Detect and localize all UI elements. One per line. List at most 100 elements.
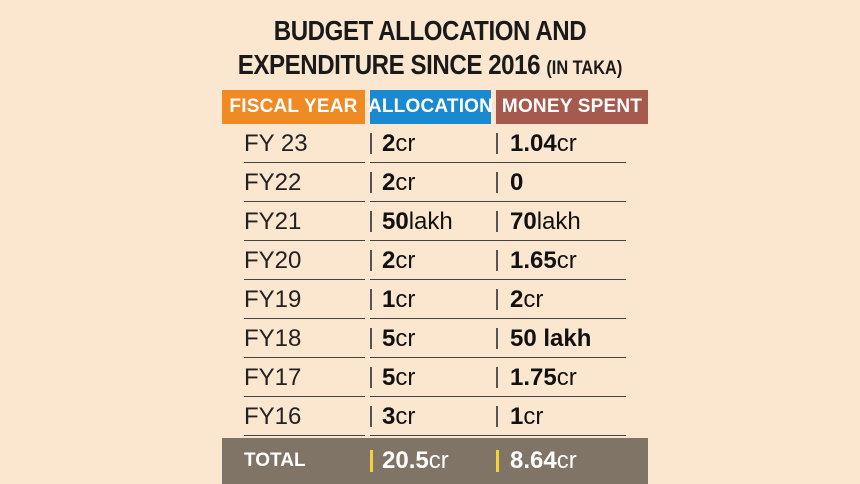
row-fiscal-year: FY20 <box>244 246 302 274</box>
row-money-spent: 1.75 cr <box>496 358 648 397</box>
row-fiscal-year: FY18 <box>244 324 302 352</box>
row-money-spent: 2 cr <box>496 280 648 319</box>
row-divider <box>244 435 365 436</box>
header-fiscal-year: FISCAL YEAR <box>222 90 365 124</box>
allocation-value: 2 <box>382 129 396 157</box>
row-divider <box>244 162 365 163</box>
total-label: TOTAL <box>244 450 306 471</box>
row-money-spent: 1.04 cr <box>496 124 648 163</box>
spent-value: 0 <box>510 168 524 196</box>
table-body: FY 23 2 cr 1.04 cr FY22 2 cr 0 FY21 50 lakh 70 lakh… <box>222 124 648 436</box>
allocation-value: 5 <box>382 363 396 391</box>
row-divider <box>496 162 626 163</box>
row-divider <box>370 279 496 280</box>
row-fiscal-year: FY21 <box>244 207 302 235</box>
row-divider <box>370 240 496 241</box>
table-row: FY21 50 lakh 70 lakh <box>222 202 648 241</box>
header-allocation: ALLOCATION <box>368 90 493 124</box>
table-row: FY20 2 cr 1.65 cr <box>222 241 648 280</box>
total-allocation: 20.5 cr <box>370 438 496 484</box>
table-row: FY19 1 cr 2 cr <box>222 280 648 319</box>
spent-unit: cr <box>556 246 577 274</box>
total-allocation-value: 20.5 <box>382 447 429 474</box>
title-line-2-text: EXPENDITURE SINCE 2016 <box>237 49 541 80</box>
total-spent-value: 8.64 <box>510 447 557 474</box>
allocation-value: 50 <box>382 207 409 235</box>
header-money-spent: MONEY SPENT <box>496 90 648 124</box>
row-fiscal-year: FY17 <box>244 363 302 391</box>
row-allocation: 50 lakh <box>370 202 496 241</box>
spent-value: 50 lakh <box>510 324 592 352</box>
row-fiscal-year: FY16 <box>244 402 302 430</box>
row-divider <box>244 396 365 397</box>
row-divider <box>370 201 496 202</box>
allocation-unit: cr <box>395 285 416 313</box>
allocation-unit: lakh <box>408 207 453 235</box>
allocation-value: 2 <box>382 246 396 274</box>
spent-value: 1.75 <box>510 363 557 391</box>
row-divider <box>244 240 365 241</box>
total-allocation-unit: cr <box>428 447 449 474</box>
row-divider <box>244 318 365 319</box>
spent-value: 70 <box>510 207 537 235</box>
row-allocation: 2 cr <box>370 163 496 202</box>
row-divider <box>370 162 496 163</box>
allocation-unit: cr <box>395 246 416 274</box>
row-allocation: 5 cr <box>370 319 496 358</box>
total-row: TOTAL 20.5 cr 8.64 cr <box>222 438 648 484</box>
allocation-unit: cr <box>395 168 416 196</box>
spent-unit: cr <box>523 402 544 430</box>
row-allocation: 5 cr <box>370 358 496 397</box>
allocation-unit: cr <box>395 324 416 352</box>
row-money-spent: 1 cr <box>496 397 648 436</box>
allocation-value: 1 <box>382 285 396 313</box>
row-fiscal-year: FY19 <box>244 285 302 313</box>
row-divider <box>370 318 496 319</box>
row-money-spent: 50 lakh <box>496 319 648 358</box>
row-allocation: 1 cr <box>370 280 496 319</box>
row-divider <box>496 318 626 319</box>
row-divider <box>496 240 626 241</box>
title-unit-note: (IN TAKA) <box>546 58 623 79</box>
allocation-value: 2 <box>382 168 396 196</box>
row-fiscal-year: FY22 <box>244 168 302 196</box>
row-allocation: 3 cr <box>370 397 496 436</box>
row-divider <box>244 201 365 202</box>
allocation-unit: cr <box>395 129 416 157</box>
row-divider <box>496 279 626 280</box>
row-fiscal-year: FY 23 <box>244 129 308 157</box>
row-divider <box>370 357 496 358</box>
total-spent: 8.64 cr <box>496 438 648 484</box>
row-money-spent: 0 <box>496 163 648 202</box>
table-row: FY 23 2 cr 1.04 cr <box>222 124 648 163</box>
spent-value: 1.04 <box>510 129 557 157</box>
allocation-unit: cr <box>395 363 416 391</box>
spent-unit: cr <box>556 363 577 391</box>
row-divider <box>244 357 365 358</box>
budget-table: FISCAL YEAR ALLOCATION MONEY SPENT FY 23… <box>222 90 648 436</box>
row-divider <box>244 279 365 280</box>
total-spent-unit: cr <box>556 447 577 474</box>
chart-title: BUDGET ALLOCATION AND EXPENDITURE SINCE … <box>60 14 800 86</box>
spent-unit: cr <box>556 129 577 157</box>
row-divider <box>370 435 496 436</box>
row-money-spent: 70 lakh <box>496 202 648 241</box>
allocation-value: 3 <box>382 402 396 430</box>
row-divider <box>496 435 626 436</box>
table-row: FY17 5 cr 1.75 cr <box>222 358 648 397</box>
table-row: FY16 3 cr 1 cr <box>222 397 648 436</box>
row-allocation: 2 cr <box>370 124 496 163</box>
table-row: FY18 5 cr 50 lakh <box>222 319 648 358</box>
spent-value: 2 <box>510 285 524 313</box>
row-money-spent: 1.65 cr <box>496 241 648 280</box>
row-divider <box>496 396 626 397</box>
allocation-unit: cr <box>395 402 416 430</box>
title-line-2: EXPENDITURE SINCE 2016 (IN TAKA) <box>60 48 800 86</box>
row-allocation: 2 cr <box>370 241 496 280</box>
table-row: FY22 2 cr 0 <box>222 163 648 202</box>
title-line-1: BUDGET ALLOCATION AND <box>273 15 587 46</box>
table-header: FISCAL YEAR ALLOCATION MONEY SPENT <box>222 90 648 124</box>
spent-unit: lakh <box>536 207 581 235</box>
row-divider <box>496 201 626 202</box>
spent-value: 1 <box>510 402 524 430</box>
